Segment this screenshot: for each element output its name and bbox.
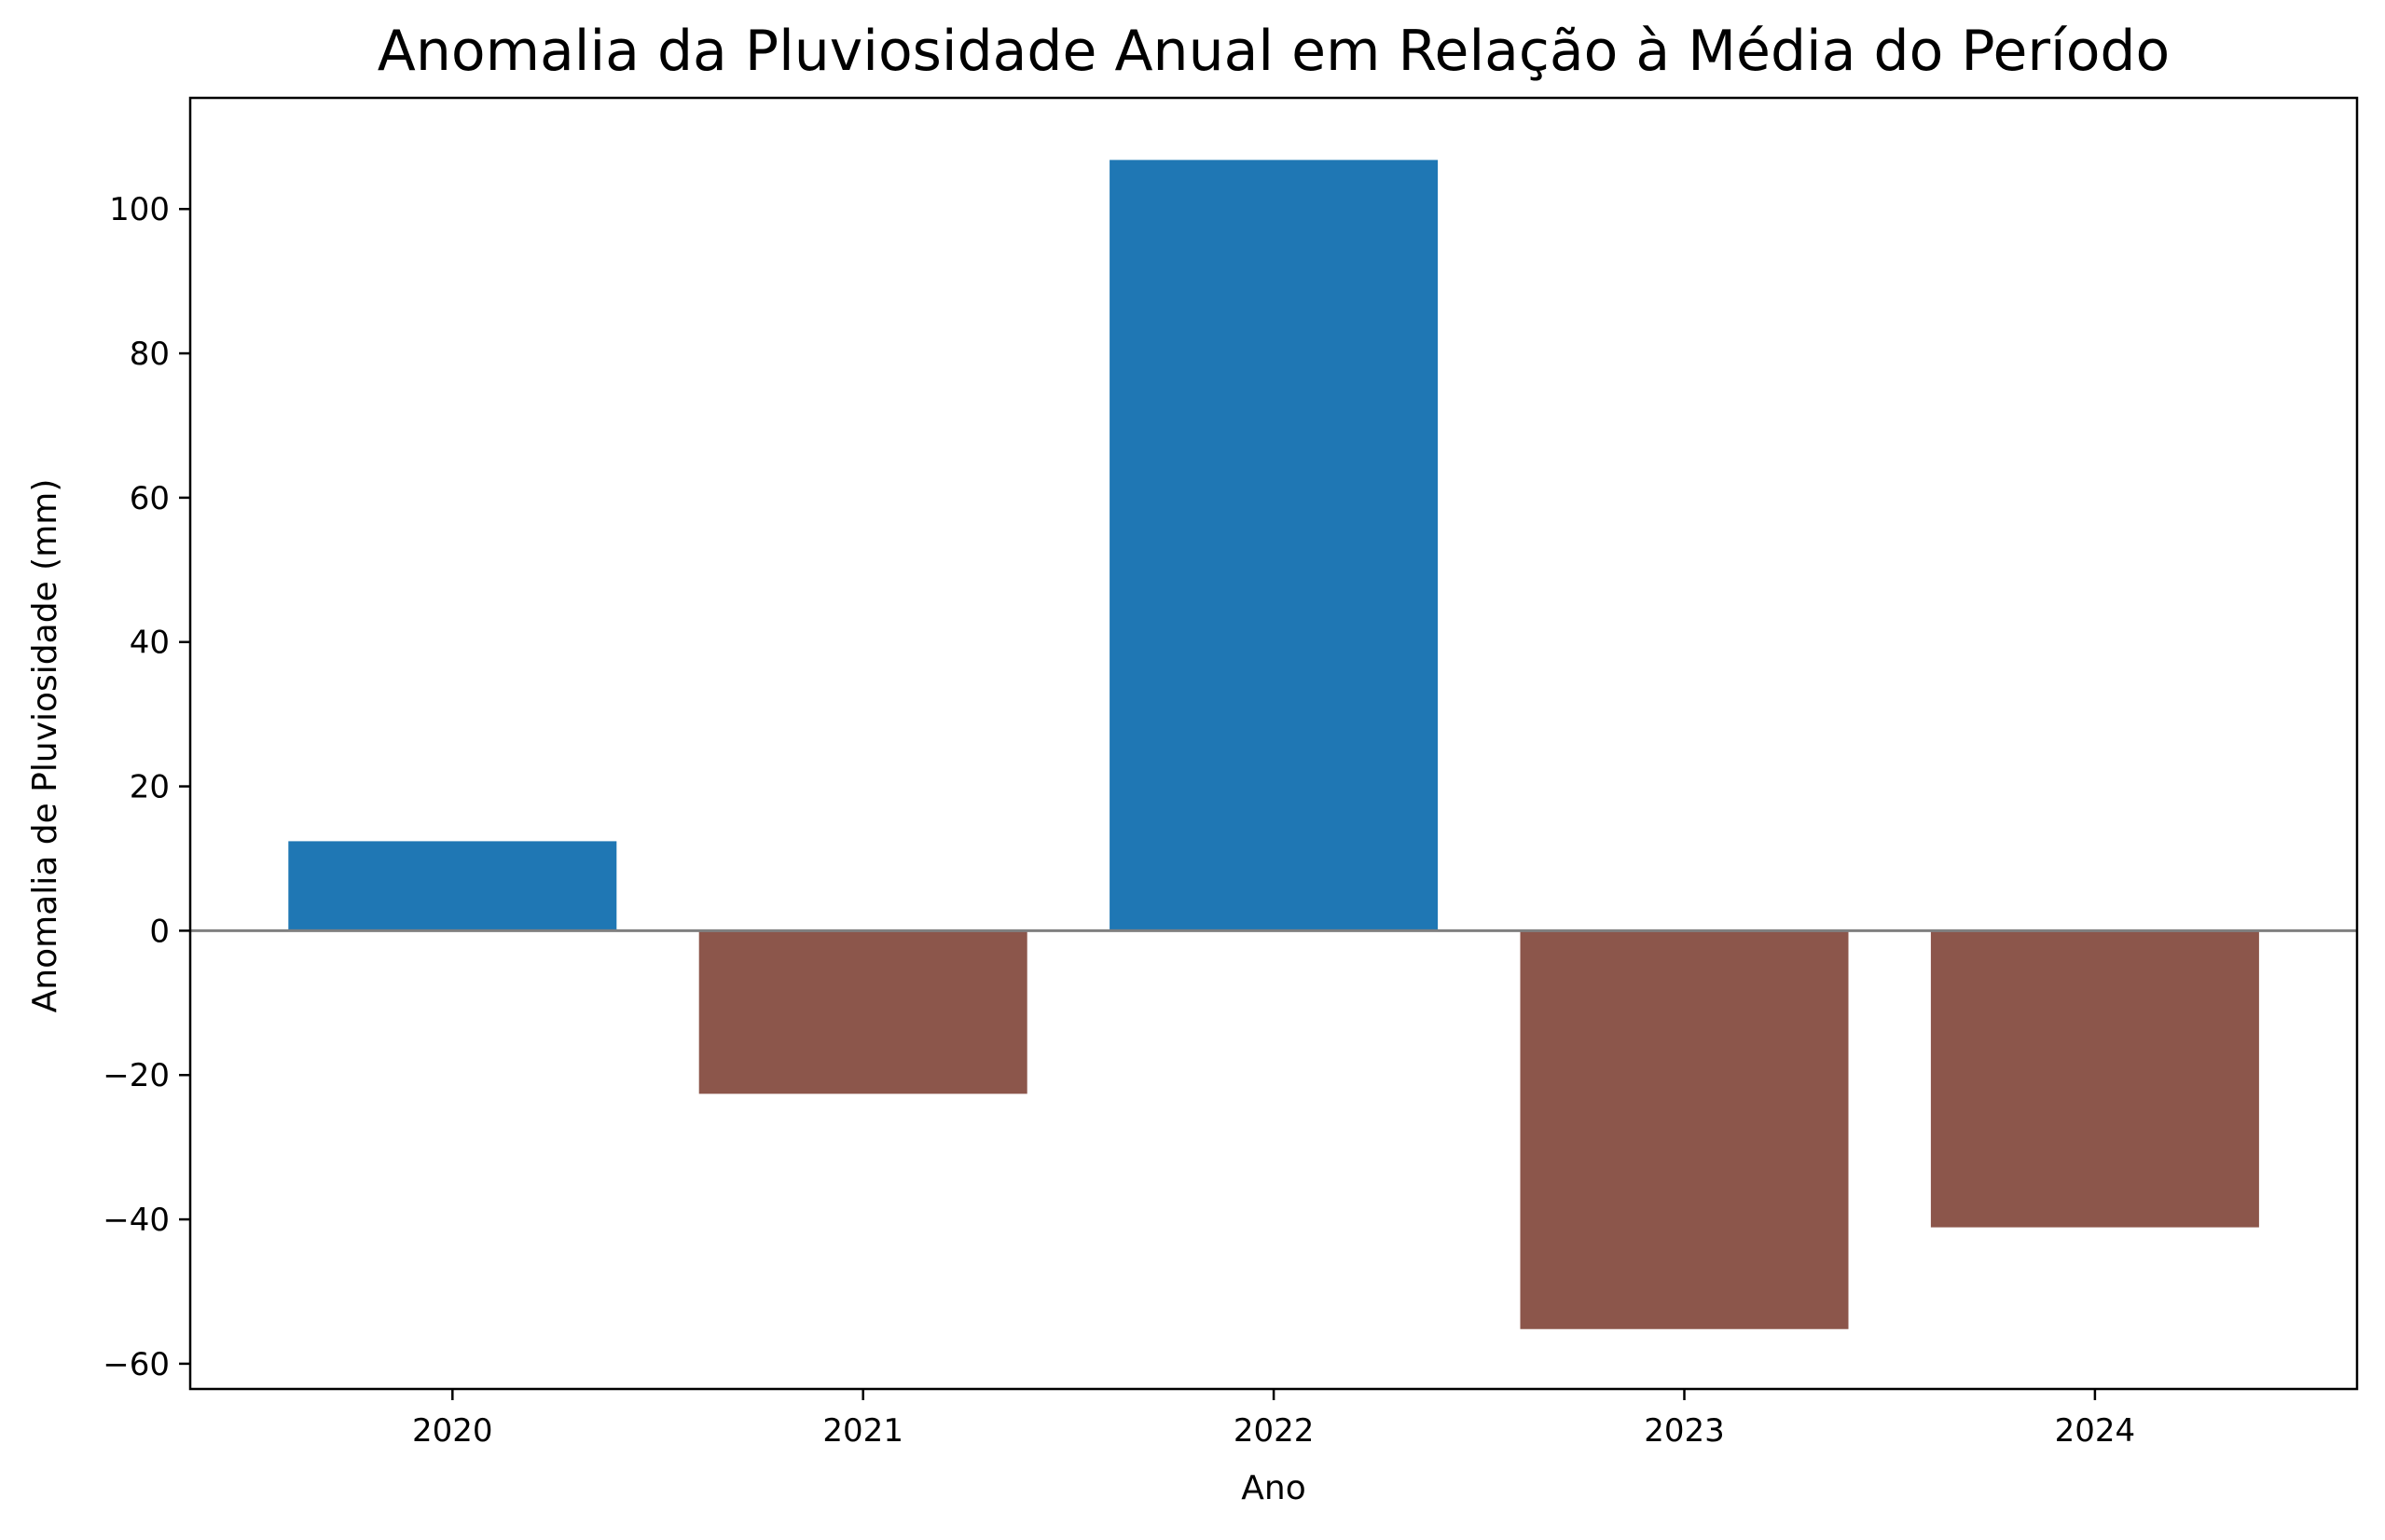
x-tick-label: 2024 — [2055, 1412, 2136, 1450]
x-tick-label: 2021 — [822, 1412, 903, 1450]
x-tick-label: 2023 — [1644, 1412, 1725, 1450]
x-tick-label: 2020 — [412, 1412, 493, 1450]
plot-area: −60 −40 −20 0 20 40 60 80 100 2020 2021 2022 2023 202… — [103, 96, 2359, 1450]
y-tick-label: 80 — [130, 336, 170, 373]
bar-2021 — [698, 930, 1027, 1094]
y-tick-label: 0 — [149, 913, 170, 950]
bar-2022 — [1110, 159, 1439, 931]
y-tick-label: 100 — [109, 191, 170, 228]
bar-2020 — [288, 841, 617, 931]
y-tick-label: −40 — [103, 1202, 170, 1239]
y-tick-label: −60 — [103, 1346, 170, 1383]
y-tick-label: −20 — [103, 1057, 170, 1094]
y-tick-label: 60 — [130, 480, 170, 517]
bar-2023 — [1520, 930, 1849, 1329]
x-tick-label: 2022 — [1234, 1412, 1315, 1450]
y-tick-label: 20 — [130, 769, 170, 806]
x-axis-label: Ano — [1241, 1469, 1305, 1507]
y-axis-label: Anomalia de Pluviosidade (mm) — [26, 479, 64, 1013]
chart-title: Anomalia da Pluviosidade Anual em Relaçã… — [378, 19, 2170, 84]
bar-2024 — [1930, 930, 2259, 1228]
y-tick-label: 40 — [130, 625, 170, 662]
